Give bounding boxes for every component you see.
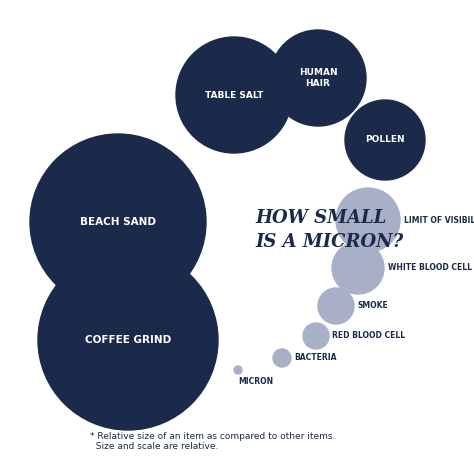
Text: MICRON: MICRON	[238, 377, 273, 386]
Circle shape	[176, 37, 292, 153]
Text: HOW SMALL: HOW SMALL	[255, 209, 386, 227]
Text: RED BLOOD CELL: RED BLOOD CELL	[332, 331, 405, 340]
Circle shape	[38, 250, 218, 430]
Circle shape	[273, 349, 291, 367]
Text: TABLE SALT: TABLE SALT	[205, 91, 263, 100]
Text: POLLEN: POLLEN	[365, 136, 405, 145]
Text: BACTERIA: BACTERIA	[294, 354, 337, 363]
Text: SMOKE: SMOKE	[358, 301, 389, 310]
Circle shape	[332, 242, 384, 294]
Text: LIMIT OF VISIBILITY: LIMIT OF VISIBILITY	[404, 216, 474, 225]
Circle shape	[234, 366, 242, 374]
Text: IS A MICRON?: IS A MICRON?	[255, 233, 403, 251]
Circle shape	[303, 323, 329, 349]
Text: COFFEE GRIND: COFFEE GRIND	[85, 335, 171, 345]
Circle shape	[270, 30, 366, 126]
Text: WHITE BLOOD CELL: WHITE BLOOD CELL	[388, 264, 472, 273]
Text: HUMAN
HAIR: HUMAN HAIR	[299, 68, 337, 88]
Text: BEACH SAND: BEACH SAND	[80, 217, 156, 227]
Text: * Relative size of an item as compared to other items.
  Size and scale are rela: * Relative size of an item as compared t…	[90, 432, 336, 451]
Circle shape	[318, 288, 354, 324]
Circle shape	[345, 100, 425, 180]
Circle shape	[336, 188, 400, 252]
Circle shape	[30, 134, 206, 310]
